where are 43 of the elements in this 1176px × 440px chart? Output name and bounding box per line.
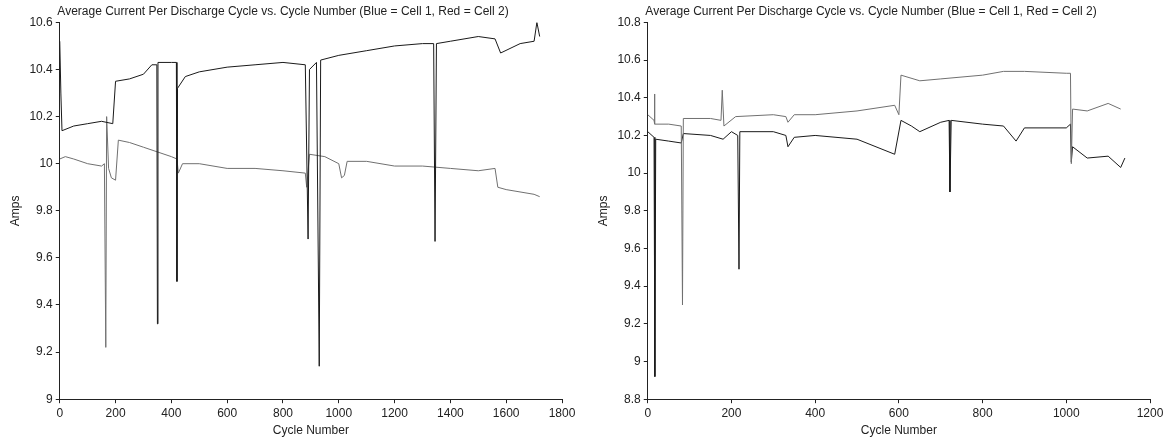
- x-tick-label: 1600: [492, 405, 520, 420]
- y-axis-title: Amps: [7, 195, 22, 227]
- y-tick-label: 10.8: [617, 14, 642, 29]
- y-tick-label: 9: [46, 391, 54, 406]
- x-tick-label: 800: [972, 405, 993, 420]
- x-tick-label: 200: [105, 405, 126, 420]
- y-tick-label: 9.2: [36, 344, 54, 359]
- x-tick-label: 600: [888, 405, 910, 420]
- x-tick-label: 400: [805, 405, 826, 420]
- y-tick-label: 10: [627, 165, 642, 180]
- y-tick-label: 10.4: [617, 90, 642, 105]
- y-tick-label: 10.6: [29, 14, 54, 29]
- y-tick-label: 9.6: [624, 240, 642, 255]
- x-tick-label: 1400: [437, 405, 465, 420]
- y-tick-label: 10.4: [29, 61, 54, 76]
- y-tick-label: 9: [634, 353, 642, 368]
- y-tick-label: 9.4: [624, 278, 642, 293]
- x-tick-label: 400: [161, 405, 182, 420]
- y-tick-label: 9.4: [36, 297, 54, 312]
- x-tick-label: 1000: [325, 405, 353, 420]
- y-tick-label: 10.6: [617, 52, 642, 67]
- y-axis-title: Amps: [595, 195, 610, 227]
- y-tick-label: 8.8: [624, 391, 642, 406]
- x-axis-title: Cycle Number: [272, 423, 349, 438]
- x-tick-label: 1200: [1136, 405, 1164, 420]
- y-tick-label: 9.6: [36, 250, 54, 265]
- x-tick-label: 200: [721, 405, 742, 420]
- y-tick-label: 10.2: [617, 127, 642, 142]
- y-tick-label: 10.2: [29, 108, 54, 123]
- y-tick-label: 10: [39, 156, 54, 171]
- y-tick-label: 9.8: [624, 203, 642, 218]
- y-tick-label: 9.2: [624, 316, 642, 331]
- x-tick-label: 600: [217, 405, 238, 420]
- x-tick-label: 1200: [381, 405, 409, 420]
- x-axis-title: Cycle Number: [860, 423, 937, 438]
- x-tick-label: 1000: [1052, 405, 1080, 420]
- chart-title: Average Current Per Discharge Cycle vs. Cycle Number (Blue = Cell 1, Red = Cell 2): [57, 3, 509, 18]
- x-tick-label: 800: [272, 405, 294, 420]
- x-tick-label: 1800: [548, 405, 576, 420]
- chart-title: Average Current Per Discharge Cycle vs. Cycle Number (Blue = Cell 1, Red = Cell 2): [645, 3, 1097, 18]
- x-tick-label: 0: [56, 405, 64, 420]
- x-tick-label: 0: [644, 405, 652, 420]
- y-tick-label: 9.8: [36, 203, 54, 218]
